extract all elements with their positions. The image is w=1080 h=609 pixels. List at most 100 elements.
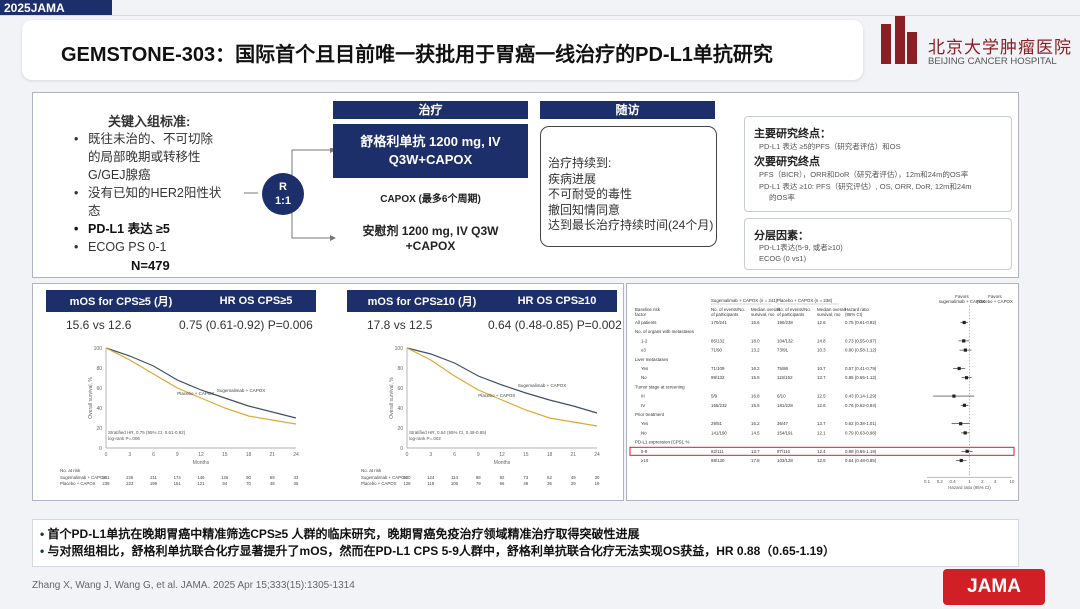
cell: 88/130 — [711, 458, 725, 463]
risk-cell: 48 — [270, 481, 275, 486]
row-label: No. of organs with metastases — [635, 329, 695, 334]
series-label: Placebo + CAPOX — [177, 391, 214, 396]
cell: 13.2 — [751, 348, 760, 353]
cell: 10.3 — [817, 348, 826, 353]
criterion-item: • 既往未治的、不可切除 的局部晚期或转移性 G/GEJ腺癌 — [74, 132, 214, 182]
criterion-item: • ECOG PS 0-1 — [74, 240, 167, 254]
secondary-endpoint: 的OS率 — [769, 193, 795, 202]
hr-note: log-rank P=.002 — [409, 436, 441, 441]
risk-cell: 106 — [451, 481, 459, 486]
column-header: No. of events/No. — [777, 307, 811, 312]
endpoints-box: 主要研究终点： PD-L1 表达 ≥5的PFS（研究者评估）和OS 次要研究终点… — [744, 116, 1012, 212]
cell: 99/132 — [711, 375, 725, 380]
group-header: Placebo + CAPOX (n = 238) — [777, 298, 833, 303]
x-tick-label: 0.4 — [950, 479, 957, 484]
cell: 0.80 (0.58-1.12) — [845, 348, 877, 353]
cell: 12.5 — [817, 458, 826, 463]
x-tick-label: 18 — [547, 452, 553, 458]
highlight-box — [629, 446, 1015, 456]
cell: 71/90 — [711, 348, 723, 353]
risk-cell: 226 — [126, 475, 134, 480]
risk-cell: 19 — [595, 481, 600, 486]
risk-cell: 66 — [500, 481, 505, 486]
stratification-title: 分层因素： — [754, 230, 809, 242]
x-tick-label: 10 — [1010, 479, 1015, 484]
hr-point — [964, 376, 969, 380]
cell: 0.79 (0.63-0.98) — [845, 430, 877, 435]
cell: 16.2 — [751, 366, 760, 371]
km-right-mos: 17.8 vs 12.5 — [367, 318, 433, 332]
cell: 170/241 — [711, 320, 727, 325]
risk-cell: 98 — [476, 475, 481, 480]
risk-cell: 79 — [476, 481, 481, 486]
km-left-col2: HR OS CPS≥5 — [219, 295, 293, 307]
km-left-mos: 15.6 vs 12.6 — [66, 318, 132, 332]
y-tick-label: 40 — [397, 406, 403, 412]
risk-cell: 151 — [174, 481, 182, 486]
cell: 0.64 (0.48-0.85) — [845, 458, 877, 463]
risk-cell: 30 — [595, 475, 600, 480]
followup-box — [540, 126, 717, 247]
column-header: Median overall — [751, 307, 780, 312]
cell: 13.7 — [751, 449, 760, 454]
hr-point — [962, 339, 966, 343]
column-header: (95% CI) — [845, 312, 863, 317]
km-right-header: mOS for CPS≥10 (月) HR OS CPS≥10 — [347, 290, 617, 312]
risk-cell: 211 — [150, 475, 157, 480]
favors-label: sugemalimab + CAPOX — [939, 299, 986, 304]
cell: 6/10 — [777, 394, 786, 399]
hospital-name-en: BEIJING CANCER HOSPITAL — [928, 56, 1057, 67]
row-label: All patients — [635, 320, 657, 325]
risk-cell: 128 — [403, 481, 411, 486]
cell: 181/228 — [777, 403, 793, 408]
control-arm-label: 安慰剂 1200 mg, IV Q3W +CAPOX — [362, 224, 499, 253]
y-tick-label: 80 — [96, 366, 102, 372]
conclusion-item: • 与对照组相比，舒格利单抗联合化疗显著提升了mOS，然而在PD-L1 CPS … — [40, 544, 835, 558]
hr-point — [963, 348, 967, 352]
x-tick-label: 4 — [994, 479, 997, 484]
x-tick-label: 0.2 — [937, 479, 944, 484]
cell: 141/190 — [711, 430, 727, 435]
series-line-sugemalimab — [406, 347, 598, 414]
risk-row-label: Sugemalimab + CAPOX — [60, 475, 106, 480]
x-tick-label: 24 — [594, 452, 600, 458]
criteria-title: 关键入组标准: — [108, 114, 191, 129]
series-label: Sugemalimab + CAPOX — [217, 388, 265, 393]
hr-point — [957, 366, 961, 371]
x-tick-label: 15 — [222, 452, 228, 458]
cell: 12.6 — [817, 320, 826, 325]
x-tick-label: 24 — [293, 452, 299, 458]
citation: Zhang X, Wang J, Wang G, et al. JAMA. 20… — [32, 580, 355, 591]
row-label: No — [641, 375, 647, 380]
hospital-logo-icon — [881, 16, 917, 64]
cell: 12.4 — [817, 449, 826, 454]
hr-note: Stratified HR, 0.75 (95% CI, 0.61-0.92) — [108, 430, 186, 435]
risk-cell: 121 — [197, 481, 205, 486]
column-header: survival, mo — [751, 312, 775, 317]
randomization-badge: R 1:1 — [262, 173, 304, 215]
risk-cell: 114 — [451, 475, 458, 480]
capox-note: CAPOX (最多6个周期) — [380, 194, 481, 205]
cell: 29/51 — [711, 421, 723, 426]
hr-point — [963, 431, 967, 435]
experimental-arm-box: 舒格利单抗 1200 mg, IV Q3W+CAPOX — [333, 124, 528, 178]
y-tick-label: 100 — [94, 346, 103, 352]
hr-point — [959, 422, 963, 426]
cell: 5/9 — [711, 394, 718, 399]
y-tick-label: 0 — [99, 446, 102, 452]
favors-label: Favors — [955, 294, 969, 299]
cell: 0.76 (0.62-0.94) — [845, 403, 877, 408]
forest-panel — [626, 283, 1019, 501]
risk-cell: 238 — [102, 481, 110, 486]
cell: 103/128 — [777, 458, 793, 463]
cell: 73/91 — [777, 348, 789, 353]
column-header: Hazard ratio — [845, 307, 869, 312]
y-tick-label: 100 — [395, 346, 404, 352]
km-right-col2: HR OS CPS≥10 — [517, 295, 597, 307]
risk-cell: 62 — [547, 475, 552, 480]
risk-row-label: Sugemalimab + CAPOX — [361, 475, 407, 480]
row-label: III — [641, 394, 645, 399]
risk-cell: 36 — [547, 481, 552, 486]
top-divider — [0, 15, 1080, 16]
risk-cell: 130 — [403, 475, 411, 480]
